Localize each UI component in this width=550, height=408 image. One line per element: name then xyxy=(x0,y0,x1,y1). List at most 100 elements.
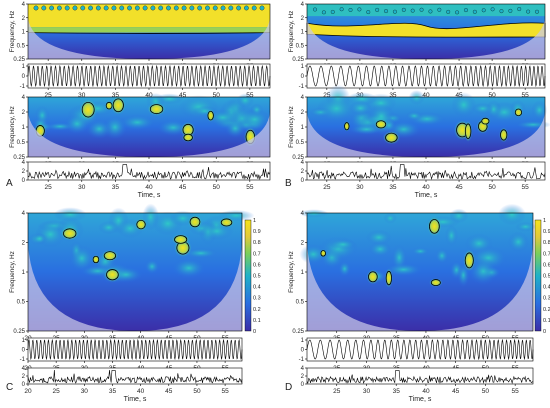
spectrogram-A-contour-dot xyxy=(119,5,125,11)
freq-axis-D-tick-label: 0.25 xyxy=(292,329,304,335)
freq-axis-B-tick-label: 0.5 xyxy=(296,43,305,49)
panel-label: A xyxy=(6,178,13,189)
spectrogram-C-contour xyxy=(136,219,146,230)
panel-label: C xyxy=(6,382,13,393)
signal-x-axis-B-tick-label: 50 xyxy=(488,92,496,99)
spectrogram-lower-B-contour xyxy=(344,122,350,131)
spectrogram-C-contour xyxy=(189,216,201,228)
signal-axis-C-tick-label: 1 xyxy=(22,338,26,344)
spectrogram-lower-B-blob xyxy=(531,100,548,120)
spectrogram-A-contour-dot xyxy=(181,5,187,11)
freq-axis-B-tick-label: 4 xyxy=(301,2,305,8)
spectrogram-B-contour-dot xyxy=(401,7,406,12)
spectrogram-lower-A-contour xyxy=(81,101,95,118)
colorbar-tick-label: 0.8 xyxy=(543,240,550,246)
noise-x-axis-D-tick-label: 30 xyxy=(363,388,371,395)
spectrogram-lower-A-blob xyxy=(119,114,156,131)
spectrogram-B-contour-dot xyxy=(499,9,504,14)
noise-x-axis-C-tick-label: 20 xyxy=(24,388,32,395)
colorbar-tick-label: 0 xyxy=(543,329,546,335)
spectrogram-C-blob xyxy=(33,233,46,244)
freq-axis-C-tick-label: 1 xyxy=(22,270,26,276)
noise-x-axis-C-tick-label: 50 xyxy=(193,388,201,395)
noise-x-axis-A-tick-label: 55 xyxy=(246,184,254,191)
noise-x-axis-C-tick-label: 30 xyxy=(81,388,89,395)
spectrogram-A-contour-dot xyxy=(134,5,140,11)
spectrogram-A-cone-of-influence xyxy=(28,17,270,59)
noise-x-axis-B-tick-label: 50 xyxy=(488,184,496,191)
spectrogram-C-blob xyxy=(183,247,219,259)
colorbar-tick-label: 0.7 xyxy=(253,251,261,257)
spectrogram-A-contour-dot xyxy=(236,5,241,11)
noise-x-axis-B-tick-label: 25 xyxy=(323,184,331,191)
spectrogram-B-contour-dot xyxy=(348,8,353,12)
spectrogram-D-cone-of-influence xyxy=(307,242,533,331)
spectrogram-B-contour-dot xyxy=(321,10,326,15)
spectrogram-C-cone-of-influence xyxy=(28,242,242,331)
freq-axis-label: Frequency, Hz xyxy=(288,106,295,148)
spectrogram-D-blob xyxy=(383,212,397,224)
noise-axis-C-tick-label: 4 xyxy=(22,366,26,372)
signal-x-axis-A-tick-label: 50 xyxy=(213,92,221,99)
spectrogram-C-blob xyxy=(144,259,160,274)
freq-axis-D-tick-label: 0.5 xyxy=(296,300,305,306)
signal-x-axis-A-tick-label: 25 xyxy=(45,92,53,99)
spectrogram-A-contour-dot xyxy=(212,5,218,11)
noise-x-axis-D-tick-label: 25 xyxy=(333,388,341,395)
colorbar-tick-label: 0.7 xyxy=(543,251,550,257)
time-axis-label: Time, s xyxy=(415,192,438,199)
signal-axis-A-tick-label: 1 xyxy=(22,64,26,70)
signal-x-axis-A-tick-label: 30 xyxy=(78,92,86,99)
spectrogram-B-contour-dot xyxy=(330,9,335,14)
colorbar-D xyxy=(534,219,542,332)
freq-axis-lower-A-tick-label: 1 xyxy=(22,125,26,131)
spectrogram-D-blob xyxy=(368,241,392,257)
spectrogram-D-blob xyxy=(507,231,529,253)
signal-x-axis-B-tick-label: 40 xyxy=(422,92,430,99)
spectrogram-D-blob xyxy=(445,224,458,247)
spectrogram-A-contour-dot xyxy=(72,5,78,11)
spectrogram-D-blob xyxy=(384,263,423,277)
colorbar-tick-label: 1 xyxy=(253,218,256,224)
colorbar-tick-label: 0.5 xyxy=(543,274,550,280)
freq-axis-C-tick-label: 0.25 xyxy=(13,329,25,335)
spectrogram-C-blob xyxy=(98,220,120,235)
spectrogram-lower-B-cone-of-influence xyxy=(307,112,545,157)
spectrogram-lower-B-blob xyxy=(316,95,357,123)
spectrogram-B-contour-dot xyxy=(366,10,371,15)
noise-x-axis-B-tick-label: 40 xyxy=(422,184,430,191)
noise-x-axis-A-tick-label: 40 xyxy=(145,184,153,191)
spectrogram-D-blob xyxy=(365,229,392,245)
signal-C-series-line xyxy=(27,338,243,361)
spectrogram-B-contour-dot xyxy=(437,7,442,12)
spectrogram-B-contour-dot xyxy=(446,9,451,14)
spectrogram-D-contour xyxy=(430,279,441,286)
freq-axis-label: Frequency, Hz xyxy=(288,11,295,53)
spectrogram-lower-B-blob xyxy=(405,111,423,121)
spectrogram-A-contour-dot xyxy=(142,5,148,11)
noise-A-series-line xyxy=(27,164,271,181)
spectrogram-B-top-band xyxy=(307,4,545,17)
spectrogram-A-contour-dot xyxy=(57,5,62,11)
spectrogram-A-contour xyxy=(27,32,271,34)
spectrogram-B-contour-dot xyxy=(464,8,468,13)
spectrogram-D-contour xyxy=(464,252,474,269)
noise-x-axis-A-tick-label: 50 xyxy=(213,184,221,191)
noise-C-series-line xyxy=(27,369,243,384)
spectrogram-lower-A-blob xyxy=(238,109,272,130)
spectrogram-lower-A-contour xyxy=(183,133,193,142)
freq-axis-lower-A-tick-label: 0.5 xyxy=(17,140,26,146)
signal-axis-D-tick-label: 0 xyxy=(301,348,305,354)
noise-axis-C-tick-label: 2 xyxy=(22,374,26,380)
spectrogram-B-contour-dot xyxy=(517,7,522,12)
spectrogram-A-contour-dot xyxy=(80,5,86,11)
colorbar-tick-label: 1 xyxy=(543,218,546,224)
spectrogram-D-contour xyxy=(385,270,392,286)
noise-x-axis-C-tick-label: 40 xyxy=(137,388,145,395)
spectrogram-A-contour-dot xyxy=(173,5,179,11)
signal-axis-C-tick-label: 0 xyxy=(22,348,26,354)
freq-axis-D-tick-label: 4 xyxy=(301,211,305,217)
noise-axis-B-tick-label: 0 xyxy=(301,178,305,184)
